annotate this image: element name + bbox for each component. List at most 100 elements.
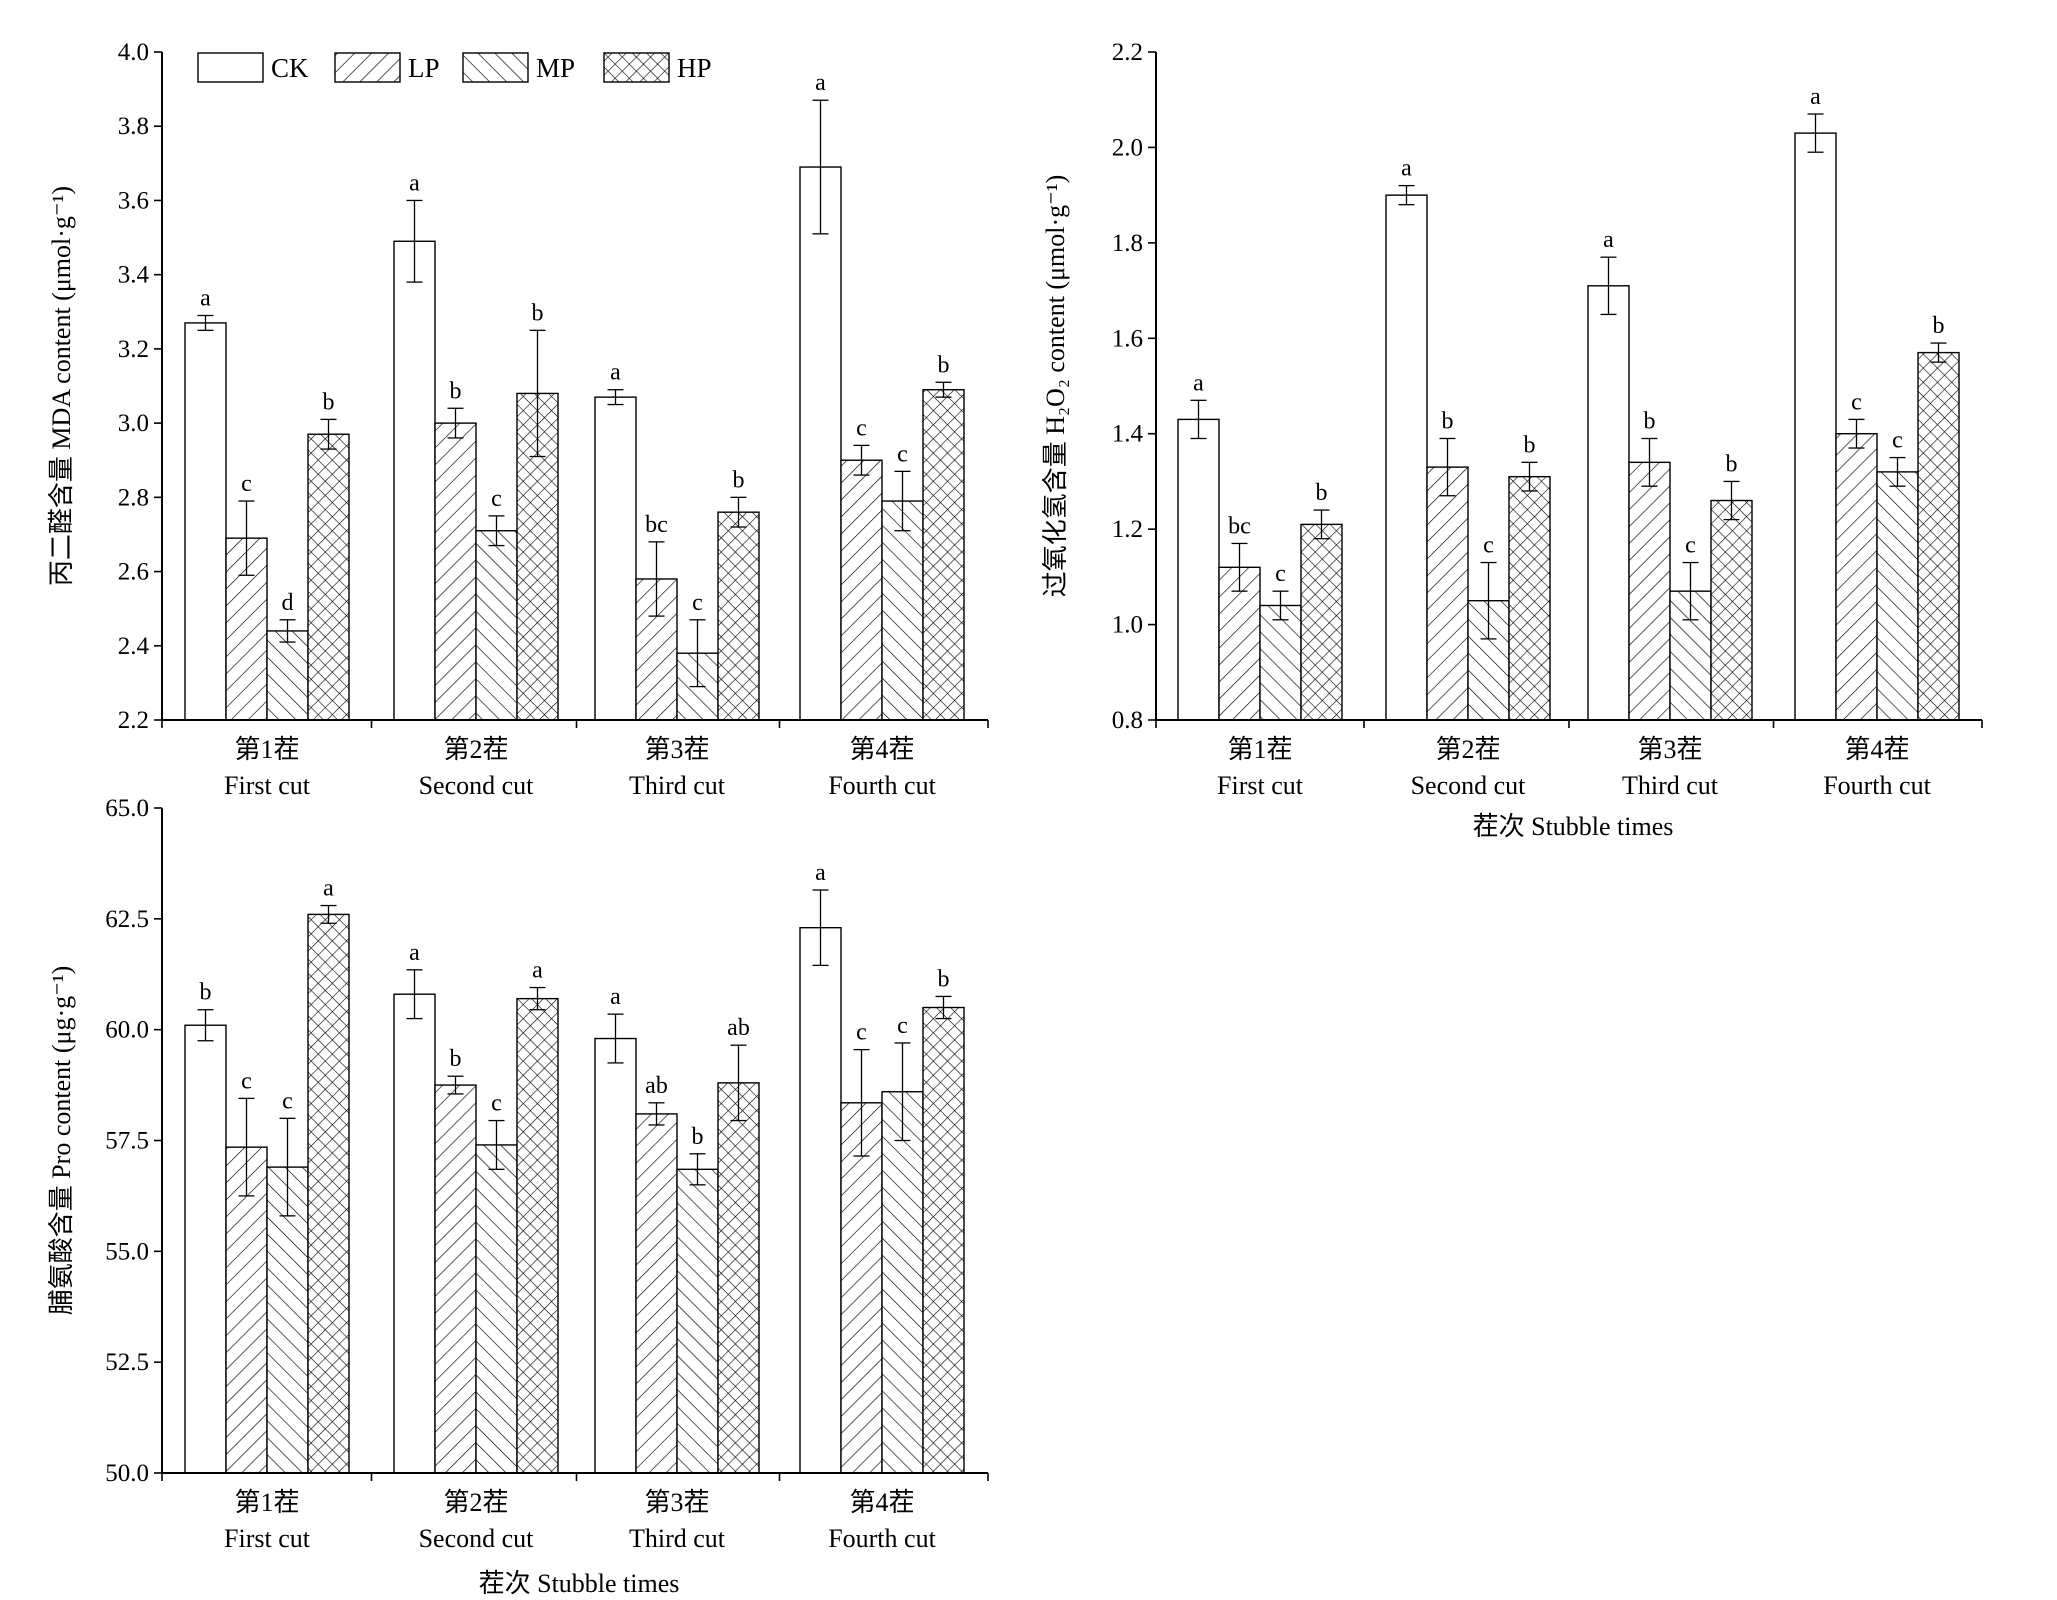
error-bar-ck-2 (406, 199, 423, 283)
error-bar-ck-3 (1600, 256, 1617, 316)
significance-label: c (282, 1088, 293, 1114)
x-tick-label-zh: 第2茬 (443, 1488, 508, 1517)
y-tick-label: 3.2 (118, 336, 149, 363)
error-bar-ck-1 (1190, 399, 1207, 440)
bar-hp-4 (1917, 351, 1960, 721)
bar-mp-4 (881, 500, 924, 721)
error-bar-hp-2 (529, 986, 546, 1011)
mda-chart: a a a a c b bc c d c c c b b b b 2.2 2.4 2.6 2.8 3.0 3.2 3.4 3.… (47, 39, 989, 800)
error-bar-hp-4 (1930, 342, 1947, 363)
significance-label: ab (727, 1015, 750, 1041)
x-tick-label-zh: 第2茬 (1435, 735, 1500, 764)
error-bar-hp-1 (320, 904, 337, 924)
significance-label: c (1685, 533, 1696, 559)
y-tick-label: 2.0 (1112, 134, 1143, 161)
legend-label: CK (271, 53, 309, 83)
significance-label: c (491, 1091, 502, 1117)
x-tick-label-zh: 第4茬 (1844, 735, 1909, 764)
bar-ck-1 (184, 322, 227, 721)
significance-label: c (1483, 533, 1494, 559)
y-tick-label: 50.0 (105, 1460, 149, 1487)
x-tick-label-zh: 第1茬 (1227, 735, 1292, 764)
bar-hp-1 (1300, 523, 1343, 721)
significance-label: a (610, 360, 621, 386)
significance-label: b (938, 352, 950, 378)
significance-label: c (1892, 428, 1903, 454)
error-bar-ck-3 (607, 1013, 624, 1064)
bar-hp-1 (307, 433, 350, 721)
legend-swatch (334, 52, 401, 83)
error-bar-mp-1 (279, 619, 296, 643)
legend-swatch (603, 52, 670, 83)
x-tick-label-en: Second cut (1411, 771, 1527, 800)
significance-label: c (856, 415, 867, 441)
significance-label: a (323, 876, 334, 902)
significance-label: b (1726, 451, 1738, 477)
y-tick-label: 0.8 (1112, 707, 1143, 734)
legend-item-ck: CK (197, 52, 309, 83)
x-tick-label-en: Third cut (1622, 771, 1719, 800)
legend-swatch (197, 52, 264, 83)
error-bar-mp-2 (488, 1119, 505, 1170)
bar-mp-2 (475, 530, 518, 721)
y-tick-label: 60.0 (105, 1017, 149, 1044)
x-tick-label-en: Fourth cut (1823, 771, 1931, 800)
x-tick-label-en: Second cut (419, 1524, 535, 1553)
y-axis-title: 丙二醛含量 MDA content (μmol·g⁻¹) (47, 186, 76, 586)
significance-label: b (1524, 432, 1536, 458)
x-tick-label-en: Fourth cut (828, 1524, 936, 1553)
error-bar-ck-4 (1807, 113, 1824, 153)
error-bar-mp-3 (689, 619, 706, 688)
y-tick-label: 1.8 (1112, 230, 1143, 257)
significance-label: a (1193, 370, 1204, 396)
x-tick-label-en: First cut (1217, 771, 1304, 800)
error-bar-lp-3 (1641, 437, 1658, 487)
x-tick-label-zh: 第1茬 (234, 735, 299, 764)
bar-hp-3 (1710, 499, 1753, 721)
significance-label: b (450, 1046, 462, 1072)
error-bar-ck-2 (1398, 184, 1415, 206)
error-bar-mp-4 (894, 1042, 911, 1142)
error-bar-ck-3 (607, 389, 624, 406)
x-tick-label-en: Fourth cut (828, 771, 936, 800)
bar-ck-3 (594, 396, 637, 721)
bar-mp-3 (676, 1168, 719, 1474)
error-bar-mp-2 (488, 515, 505, 547)
bar-mp-1 (1259, 604, 1302, 721)
significance-label: c (856, 1020, 867, 1046)
y-tick-label: 1.0 (1112, 612, 1143, 639)
error-bar-lp-4 (1848, 418, 1865, 449)
error-bar-hp-3 (730, 1044, 747, 1122)
error-bar-mp-1 (1272, 590, 1289, 621)
x-tick-label-zh: 第1茬 (234, 1488, 299, 1517)
bar-lp-2 (434, 422, 477, 721)
significance-label: b (1316, 480, 1328, 506)
y-tick-label: 52.5 (105, 1349, 149, 1376)
bar-ck-2 (1385, 194, 1428, 721)
error-bar-mp-4 (1889, 456, 1906, 487)
bar-mp-4 (881, 1091, 924, 1474)
error-bar-lp-2 (447, 1075, 464, 1095)
y-tick-label: 3.4 (118, 262, 150, 289)
y-tick-label: 2.6 (118, 559, 149, 586)
error-bar-mp-2 (1480, 561, 1497, 640)
y-tick-label: 3.6 (118, 187, 149, 214)
bar-ck-3 (594, 1037, 637, 1474)
significance-label: a (1810, 84, 1821, 110)
legend-label: HP (677, 53, 712, 83)
error-bar-lp-2 (1439, 437, 1456, 497)
significance-label: b (1442, 408, 1454, 434)
significance-label: b (938, 966, 950, 992)
error-bar-mp-3 (1682, 561, 1699, 621)
error-bar-hp-4 (935, 995, 952, 1020)
error-bar-lp-2 (447, 407, 464, 439)
y-tick-label: 55.0 (105, 1238, 149, 1265)
x-tick-label-en: First cut (224, 1524, 311, 1553)
y-tick-label: 2.2 (118, 707, 149, 734)
error-bar-hp-2 (529, 329, 546, 458)
significance-label: c (1275, 561, 1286, 587)
error-bar-hp-3 (1723, 480, 1740, 521)
y-tick-label: 3.8 (118, 113, 149, 140)
